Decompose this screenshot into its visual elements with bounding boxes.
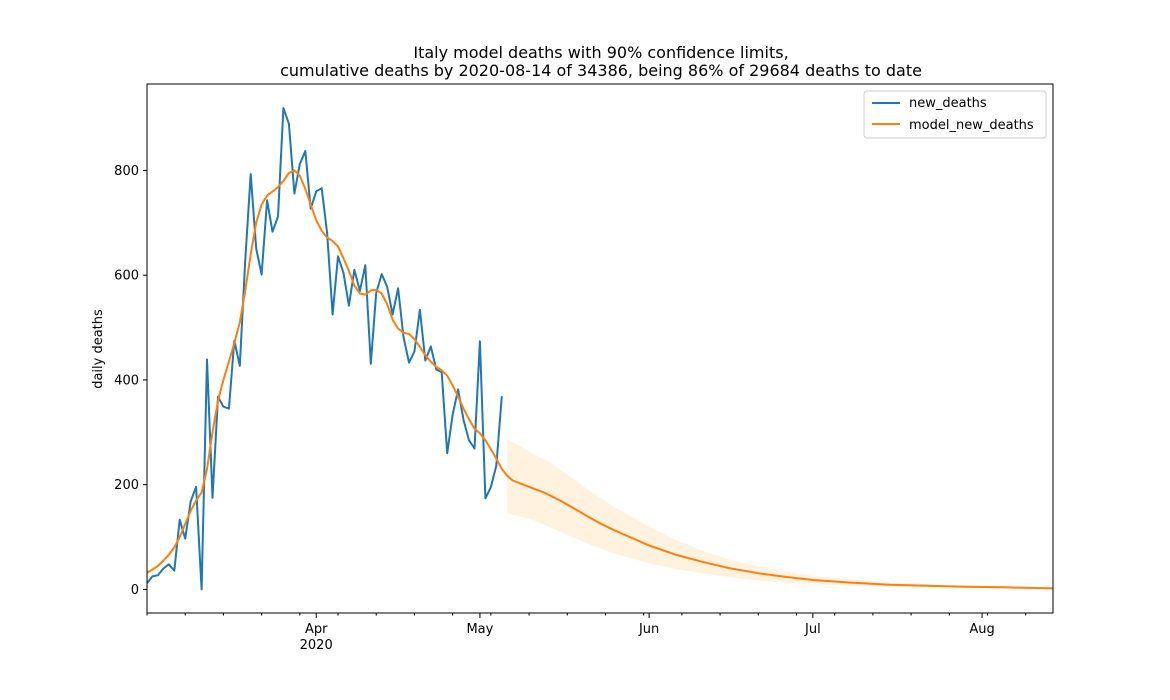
y-axis-label: daily deaths xyxy=(91,309,106,389)
chart-title-line-2: cumulative deaths by 2020-08-14 of 34386… xyxy=(280,61,922,80)
series-line-new-deaths xyxy=(146,107,503,591)
x-tick-label: Jun xyxy=(638,622,659,637)
y-tick-label: 400 xyxy=(114,373,139,388)
chart-title-line-1: Italy model deaths with 90% confidence l… xyxy=(413,43,788,62)
legend-label-model-new-deaths: model_new_deaths xyxy=(909,118,1034,133)
y-tick-label: 600 xyxy=(114,269,139,284)
x-tick-label: Aug xyxy=(969,622,994,637)
y-tick-label: 800 xyxy=(114,164,139,179)
legend-box xyxy=(863,90,1047,139)
x-tick-label: Jul xyxy=(804,622,821,637)
y-tick-label: 200 xyxy=(114,478,139,493)
confidence-band xyxy=(507,439,1053,589)
legend-label-new-deaths: new_deaths xyxy=(909,96,987,111)
x-tick-label: May xyxy=(466,622,493,637)
series-line-model-new-deaths xyxy=(146,169,1054,590)
legend: new_deaths model_new_deaths xyxy=(863,90,1047,139)
plot-area xyxy=(146,107,1054,591)
x-tick-label: Apr xyxy=(305,622,328,637)
plot-frame xyxy=(146,83,1054,614)
y-axis-ticks: 0 200 400 600 800 xyxy=(114,164,147,598)
x-tick-year-label: 2020 xyxy=(300,638,333,653)
y-tick-label: 0 xyxy=(131,583,139,598)
